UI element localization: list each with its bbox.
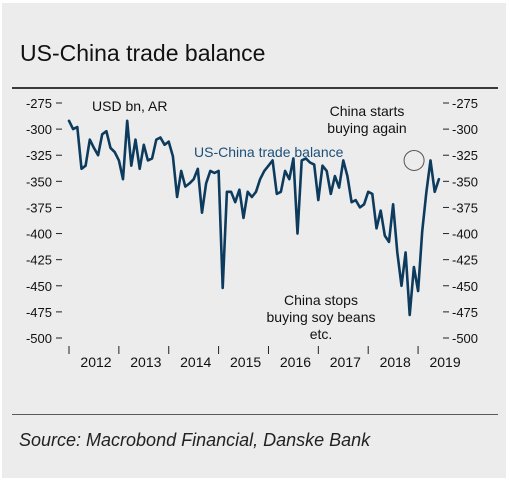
y-tick-label-right: -400 <box>452 227 478 242</box>
y-tick-label-right: -425 <box>452 253 478 268</box>
y-tick-label-left: -325 <box>26 148 52 163</box>
series-label: US-China trade balance <box>194 144 344 160</box>
y-tick-label-left: -450 <box>26 279 52 294</box>
y-tick-label-right: -350 <box>452 174 478 189</box>
source-note: Source: Macrobond Financial, Danske Bank <box>19 430 371 450</box>
y-tick-label-left: -425 <box>26 253 52 268</box>
y-tick-label-right: -475 <box>452 305 478 320</box>
source-divider <box>12 414 498 415</box>
y-tick-label-right: -275 <box>452 96 478 111</box>
annotation-stops-line-3: etc. <box>310 326 333 342</box>
y-tick-label-left: -350 <box>26 174 52 189</box>
y-tick-label-right: -375 <box>452 200 478 215</box>
title-divider <box>12 87 498 89</box>
y-tick-label-left: -500 <box>26 331 52 346</box>
y-tick-label-left: -375 <box>26 200 52 215</box>
y-tick-label-right: -300 <box>452 122 478 137</box>
annotation-starts-line-1: China starts <box>330 103 405 119</box>
y-tick-label-left: -475 <box>26 305 52 320</box>
x-tick-label: 2012 <box>80 354 111 370</box>
annotation-stops-line-2: buying soy beans <box>267 309 376 325</box>
x-tick-label: 2017 <box>330 354 361 370</box>
y-tick-label-left: -275 <box>26 96 52 111</box>
y-tick-label-right: -450 <box>452 279 478 294</box>
x-tick-label: 2016 <box>280 354 311 370</box>
y-tick-label-left: -400 <box>26 227 52 242</box>
x-tick-label: 2019 <box>429 354 460 370</box>
trade-balance-line <box>67 119 441 317</box>
annotation-starts-line-2: buying again <box>327 120 406 136</box>
x-tick-label: 2015 <box>230 354 261 370</box>
y-tick-label-left: -300 <box>26 122 52 137</box>
chart-title: US-China trade balance <box>20 40 266 66</box>
unit-label: USD bn, AR <box>92 98 167 114</box>
annotation-stops-line-1: China stops <box>284 292 358 308</box>
x-tick-label: 2014 <box>180 354 211 370</box>
x-tick-label: 2018 <box>380 354 411 370</box>
y-tick-label-right: -500 <box>452 331 478 346</box>
y-tick-label-right: -325 <box>452 148 478 163</box>
x-tick-label: 2013 <box>130 354 161 370</box>
highlight-circle <box>403 149 425 171</box>
